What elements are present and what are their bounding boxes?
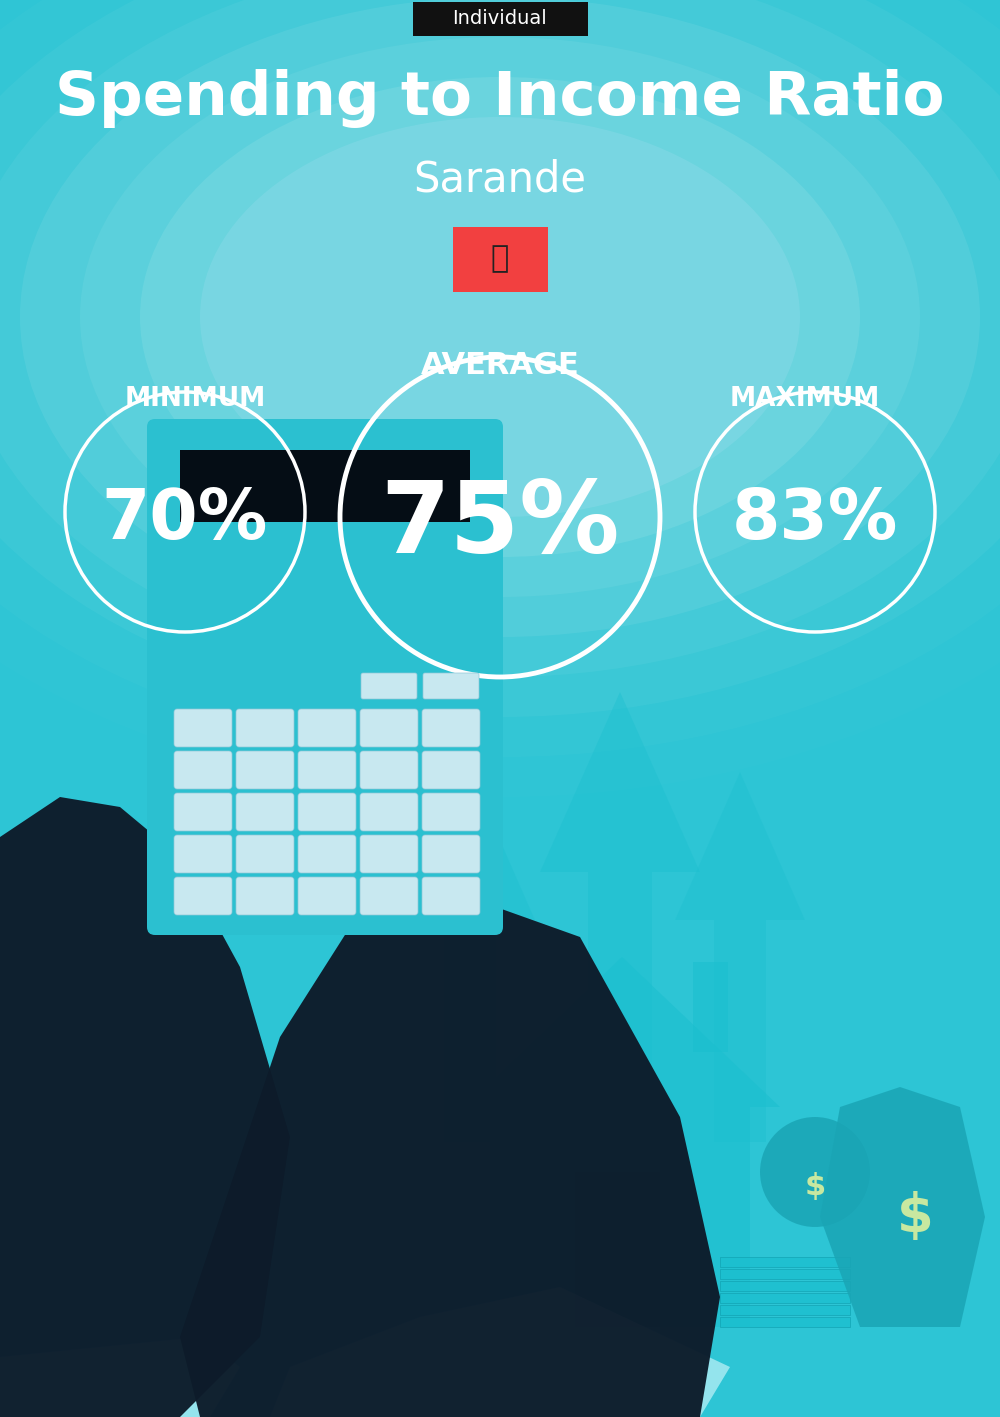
Ellipse shape bbox=[80, 37, 920, 597]
Ellipse shape bbox=[200, 118, 800, 517]
FancyBboxPatch shape bbox=[720, 1292, 850, 1304]
Text: MINIMUM: MINIMUM bbox=[124, 385, 266, 412]
FancyBboxPatch shape bbox=[720, 1305, 850, 1315]
Text: MAXIMUM: MAXIMUM bbox=[730, 385, 880, 412]
FancyBboxPatch shape bbox=[236, 794, 294, 830]
Polygon shape bbox=[180, 887, 720, 1417]
Text: 🦅: 🦅 bbox=[491, 245, 509, 273]
FancyBboxPatch shape bbox=[298, 708, 356, 747]
FancyBboxPatch shape bbox=[147, 419, 503, 935]
Text: Individual: Individual bbox=[453, 10, 547, 28]
FancyBboxPatch shape bbox=[236, 877, 294, 915]
FancyBboxPatch shape bbox=[360, 835, 418, 873]
FancyBboxPatch shape bbox=[422, 835, 480, 873]
FancyBboxPatch shape bbox=[360, 794, 418, 830]
Ellipse shape bbox=[20, 0, 980, 638]
FancyBboxPatch shape bbox=[423, 673, 479, 699]
Circle shape bbox=[760, 1117, 870, 1227]
FancyBboxPatch shape bbox=[298, 751, 356, 789]
FancyBboxPatch shape bbox=[720, 1281, 850, 1291]
FancyBboxPatch shape bbox=[360, 708, 418, 747]
FancyBboxPatch shape bbox=[422, 751, 480, 789]
FancyBboxPatch shape bbox=[298, 877, 356, 915]
FancyBboxPatch shape bbox=[720, 1257, 850, 1267]
FancyBboxPatch shape bbox=[361, 673, 417, 699]
Polygon shape bbox=[540, 691, 700, 1142]
Text: 75%: 75% bbox=[380, 476, 620, 574]
Text: AVERAGE: AVERAGE bbox=[421, 350, 579, 380]
FancyBboxPatch shape bbox=[174, 794, 232, 830]
FancyBboxPatch shape bbox=[693, 962, 728, 1051]
Text: Sarande: Sarande bbox=[414, 159, 586, 200]
FancyBboxPatch shape bbox=[174, 708, 232, 747]
FancyBboxPatch shape bbox=[236, 708, 294, 747]
Polygon shape bbox=[405, 772, 535, 1142]
Ellipse shape bbox=[0, 0, 1000, 677]
FancyBboxPatch shape bbox=[298, 835, 356, 873]
FancyBboxPatch shape bbox=[298, 794, 356, 830]
FancyBboxPatch shape bbox=[360, 877, 418, 915]
Text: $: $ bbox=[804, 1172, 826, 1202]
FancyBboxPatch shape bbox=[490, 1107, 750, 1326]
Ellipse shape bbox=[140, 77, 860, 557]
FancyBboxPatch shape bbox=[452, 227, 548, 292]
FancyBboxPatch shape bbox=[413, 1, 588, 35]
FancyBboxPatch shape bbox=[422, 877, 480, 915]
FancyBboxPatch shape bbox=[720, 1270, 850, 1280]
FancyBboxPatch shape bbox=[360, 751, 418, 789]
FancyBboxPatch shape bbox=[180, 451, 470, 521]
FancyBboxPatch shape bbox=[236, 835, 294, 873]
Polygon shape bbox=[675, 772, 805, 1142]
FancyBboxPatch shape bbox=[236, 751, 294, 789]
Polygon shape bbox=[820, 1087, 985, 1326]
FancyBboxPatch shape bbox=[174, 751, 232, 789]
Text: $: $ bbox=[897, 1192, 933, 1243]
Text: 70%: 70% bbox=[102, 486, 268, 553]
FancyBboxPatch shape bbox=[174, 835, 232, 873]
FancyBboxPatch shape bbox=[720, 1316, 850, 1326]
FancyBboxPatch shape bbox=[575, 1172, 660, 1326]
Polygon shape bbox=[0, 796, 290, 1417]
Polygon shape bbox=[0, 1338, 240, 1417]
Polygon shape bbox=[270, 1287, 730, 1417]
FancyBboxPatch shape bbox=[422, 794, 480, 830]
FancyBboxPatch shape bbox=[174, 877, 232, 915]
Polygon shape bbox=[465, 956, 780, 1107]
Text: 83%: 83% bbox=[732, 486, 898, 553]
Text: Spending to Income Ratio: Spending to Income Ratio bbox=[55, 69, 945, 129]
FancyBboxPatch shape bbox=[422, 708, 480, 747]
